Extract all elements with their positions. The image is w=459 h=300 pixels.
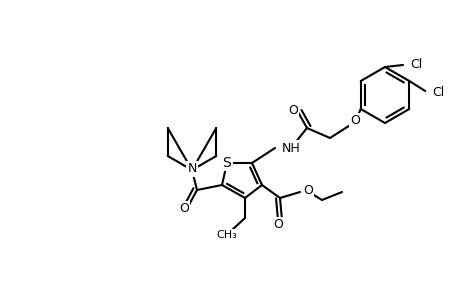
Text: O: O — [287, 103, 297, 116]
Text: S: S — [222, 156, 231, 170]
Text: NH: NH — [281, 142, 300, 154]
Text: Cl: Cl — [409, 58, 421, 71]
Text: O: O — [273, 218, 282, 232]
Text: N: N — [187, 163, 196, 176]
Text: Cl: Cl — [431, 86, 443, 100]
Text: O: O — [179, 202, 189, 215]
Text: O: O — [302, 184, 312, 197]
Text: O: O — [349, 115, 359, 128]
Text: CH₃: CH₃ — [216, 230, 237, 240]
